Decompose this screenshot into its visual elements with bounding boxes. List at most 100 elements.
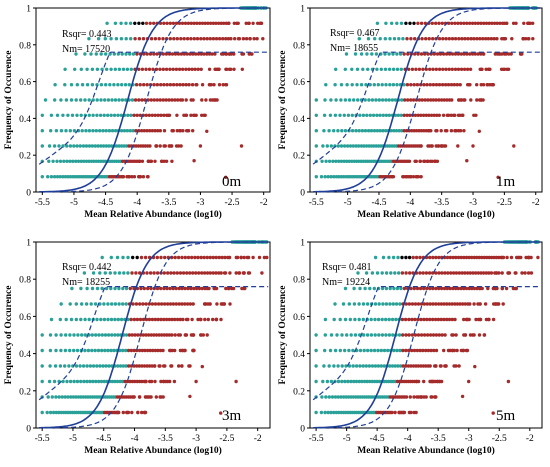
point-below bbox=[260, 271, 264, 275]
point-below bbox=[184, 98, 188, 102]
point-above bbox=[90, 348, 94, 353]
point-below bbox=[234, 379, 238, 384]
point-below bbox=[138, 159, 142, 163]
point-below bbox=[403, 98, 407, 102]
point-above bbox=[74, 52, 78, 56]
x-tick-label: -5.5 bbox=[309, 434, 324, 444]
point-below bbox=[500, 286, 505, 291]
point-above bbox=[119, 129, 124, 133]
point-above bbox=[396, 364, 400, 368]
point-below bbox=[469, 37, 473, 41]
point-below bbox=[509, 255, 514, 260]
point-above bbox=[82, 159, 86, 163]
point-below bbox=[513, 271, 517, 275]
point-above bbox=[361, 317, 365, 322]
point-below bbox=[430, 144, 434, 148]
point-below bbox=[473, 364, 477, 369]
point-below bbox=[247, 271, 252, 275]
point-below bbox=[147, 302, 151, 306]
point-above bbox=[89, 302, 93, 306]
point-above bbox=[377, 302, 381, 306]
point-below bbox=[179, 144, 183, 148]
point-below bbox=[472, 286, 477, 291]
point-above bbox=[314, 333, 318, 337]
point-above bbox=[373, 255, 378, 260]
point-below bbox=[467, 286, 471, 291]
point-above bbox=[379, 67, 383, 72]
point-above bbox=[62, 159, 66, 163]
point-above bbox=[40, 129, 44, 133]
point-below bbox=[512, 144, 516, 148]
point-below bbox=[126, 348, 131, 353]
point-below bbox=[144, 67, 148, 72]
point-below bbox=[208, 302, 212, 306]
point-below bbox=[153, 379, 157, 384]
point-above bbox=[328, 348, 333, 353]
point-above bbox=[68, 348, 72, 353]
point-below bbox=[226, 37, 231, 41]
point-below bbox=[186, 255, 191, 260]
point-below bbox=[205, 52, 209, 56]
point-below bbox=[390, 410, 394, 415]
point-below bbox=[251, 21, 255, 25]
point-above bbox=[131, 129, 135, 133]
point-below bbox=[418, 159, 423, 163]
point-below bbox=[214, 67, 218, 72]
point-below bbox=[194, 113, 198, 118]
point-below bbox=[191, 129, 195, 133]
point-below bbox=[495, 52, 500, 56]
x-tick-label: -3.5 bbox=[161, 198, 176, 208]
point-above bbox=[344, 395, 348, 399]
point-above bbox=[314, 98, 318, 102]
point-below bbox=[462, 52, 466, 56]
point-below bbox=[470, 286, 474, 291]
point-below bbox=[192, 37, 196, 41]
point-below bbox=[429, 98, 433, 102]
point-above bbox=[88, 364, 93, 368]
point-below bbox=[153, 37, 158, 41]
point-below bbox=[463, 37, 467, 41]
point-below bbox=[456, 144, 460, 148]
point-below bbox=[446, 83, 451, 87]
neutral-fit-curve bbox=[313, 7, 541, 193]
y-tick-label: 1 bbox=[26, 239, 31, 249]
point-below bbox=[132, 317, 137, 322]
point-above bbox=[106, 113, 110, 118]
point-below bbox=[202, 271, 207, 275]
point-below bbox=[468, 67, 473, 72]
point-below bbox=[465, 348, 470, 353]
point-above bbox=[393, 364, 397, 368]
point-above bbox=[332, 129, 336, 133]
point-below bbox=[216, 21, 221, 25]
x-tick-label: -3.5 bbox=[434, 198, 449, 208]
point-above bbox=[117, 144, 121, 148]
point-below bbox=[170, 129, 174, 133]
point-above bbox=[342, 144, 347, 148]
point-above bbox=[84, 129, 88, 133]
point-above bbox=[350, 67, 354, 72]
point-below bbox=[139, 129, 144, 133]
point-above bbox=[74, 395, 78, 399]
point-below bbox=[141, 175, 146, 179]
point-within bbox=[412, 21, 416, 25]
point-below bbox=[520, 271, 524, 275]
point-below bbox=[408, 271, 412, 275]
x-tick-label: -2 bbox=[254, 434, 262, 444]
point-below bbox=[419, 364, 423, 368]
point-below bbox=[430, 21, 434, 25]
point-below bbox=[463, 98, 467, 102]
point-above bbox=[103, 348, 107, 353]
point-below bbox=[155, 286, 160, 291]
point-above bbox=[83, 317, 87, 322]
point-above bbox=[106, 333, 111, 337]
point-below bbox=[450, 37, 455, 41]
point-below bbox=[440, 333, 444, 337]
point-below bbox=[152, 21, 156, 25]
point-below bbox=[178, 129, 182, 133]
point-above bbox=[91, 129, 95, 133]
point-below bbox=[440, 83, 445, 87]
point-above bbox=[397, 129, 401, 133]
point-below bbox=[205, 129, 209, 133]
y-tick-label: 0.6 bbox=[293, 78, 305, 88]
point-below bbox=[481, 52, 486, 56]
